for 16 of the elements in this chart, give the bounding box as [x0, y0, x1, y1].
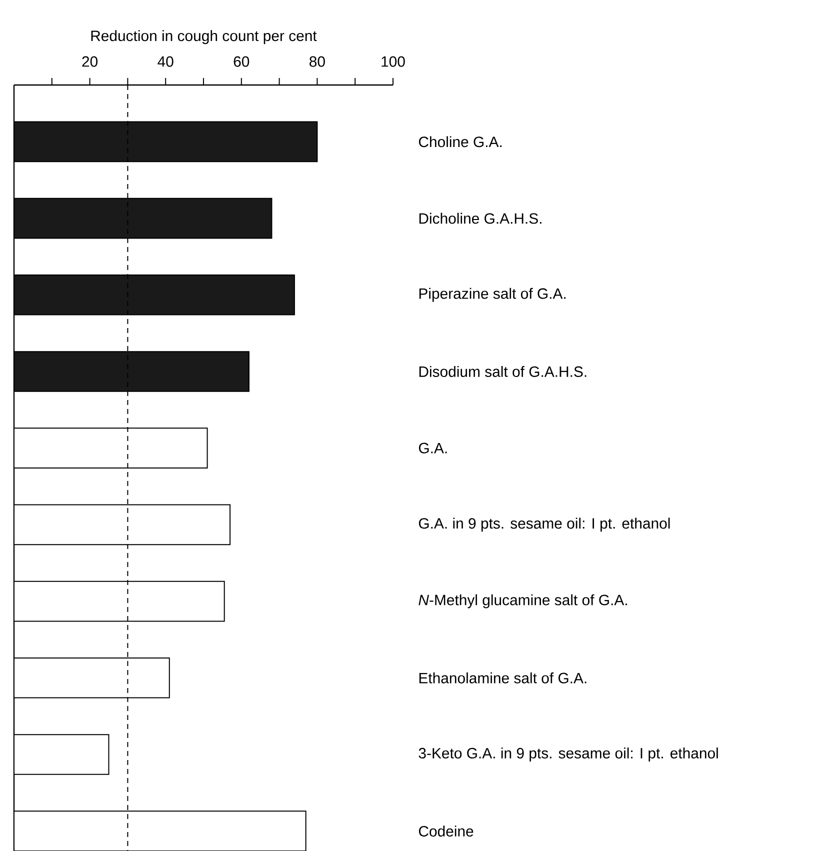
- y-tick-label: Piperazine salt of G.A.: [419, 288, 566, 302]
- y-tick-label: G.A.: [418, 442, 447, 454]
- y-tick-label: G.A. in 9 pts. sesame oil: I pt. ethanol: [418, 518, 670, 532]
- y-tick-label: Dicholine G.A.H.S.: [419, 212, 542, 224]
- x-tick-label: 80: [310, 56, 325, 67]
- y-tick-label: Choline G.A.: [418, 136, 502, 148]
- y-tick-label: 3-Keto G.A. in 9 pts. sesame oil: I pt. ethanol: [418, 748, 718, 762]
- y-tick-label: Disodium salt of G.A.H.S.: [419, 366, 586, 377]
- y-tick-label: Codeine: [418, 826, 474, 837]
- x-tick-label: 100: [382, 56, 405, 67]
- x-tick-label: 60: [234, 56, 250, 67]
- x-axis-title: Reduction in cough count per cent: [91, 30, 317, 44]
- y-tick-label: Ethanolamine salt of G.A.: [419, 672, 586, 684]
- x-tick-label: 20: [82, 56, 98, 67]
- x-tick-label: 40: [158, 56, 174, 67]
- y-tick-label: N-Methyl glucamine salt of G.A.: [418, 594, 627, 608]
